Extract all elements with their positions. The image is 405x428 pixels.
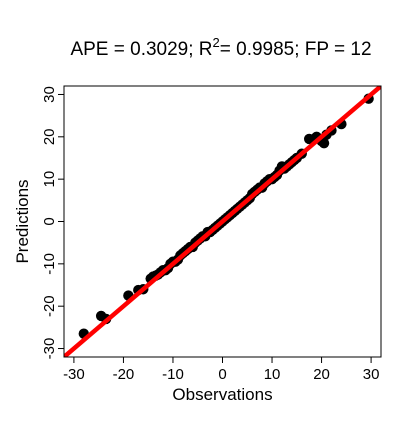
x-axis: -30 -20 -10 0 10 20 30 [63,357,379,383]
y-tick-label: 0 [41,217,58,225]
x-tick-label: -10 [162,366,184,383]
title-superscript: 2 [213,35,220,50]
chart-title: APE = 0.3029; R2= 0.9985; FP = 12 [70,35,371,60]
reference-line [64,86,381,357]
reference-line-layer [64,86,381,357]
y-tick-label: -10 [41,253,58,275]
title-prefix: APE = 0.3029; R [70,39,212,60]
y-tick-label: -20 [41,295,58,317]
y-axis-label: Predictions [13,179,32,263]
y-tick-label: -30 [41,338,58,360]
x-tick-label: 10 [264,366,281,383]
x-tick-label: 20 [313,366,330,383]
y-tick-label: 20 [41,128,58,145]
x-tick-label: -30 [63,366,85,383]
x-tick-label: 30 [363,366,380,383]
x-axis-label: Observations [172,385,272,404]
y-tick-label: 30 [41,86,58,103]
y-tick-label: 10 [41,171,58,188]
x-tick-label: -20 [113,366,135,383]
x-tick-label: 0 [218,366,226,383]
data-point-71 [318,137,330,149]
y-axis: -30 -20 -10 0 10 20 30 [41,86,64,359]
title-suffix: = 0.9985; FP = 12 [220,39,372,60]
